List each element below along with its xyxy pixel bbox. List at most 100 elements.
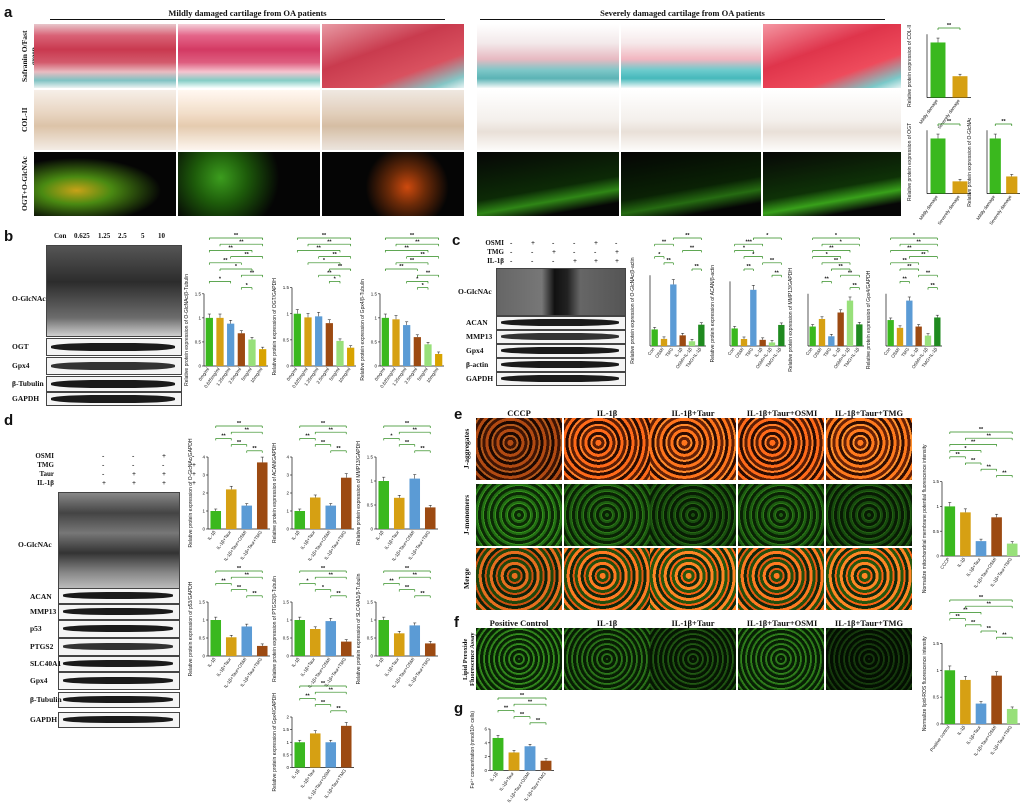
chart-d3: Relative protein expression of MMP13/GAP… — [356, 421, 438, 562]
col-header: IL-1β+Taur+OSMI — [746, 408, 818, 418]
histology-mild-safranin-2 — [178, 24, 320, 88]
blot-label: O-GlcNAc — [12, 294, 46, 303]
sig-label: ** — [245, 427, 250, 433]
y-tick-label: 2 — [286, 715, 289, 720]
treatment-sign: - — [552, 239, 555, 247]
chart-c1: Relative protein expression of O-GlcNAc/… — [630, 233, 706, 370]
treatment-sign: - — [102, 452, 105, 460]
sig-label: ** — [321, 700, 326, 706]
bar — [256, 645, 268, 656]
sig-label: ** — [979, 595, 984, 601]
y-axis-label: Relative protein expression of O-GlcNAc/… — [184, 274, 190, 386]
bar — [225, 637, 237, 656]
sig-label: ** — [528, 699, 533, 705]
lipid-ros-taur — [650, 628, 736, 690]
bar — [924, 335, 932, 346]
bar — [934, 317, 941, 346]
bar — [241, 505, 253, 529]
y-tick-label: 0.5 — [367, 636, 374, 641]
y-tick-label: 0 — [202, 654, 205, 659]
treatment-sign: + — [132, 479, 136, 487]
y-tick-label: 0 — [374, 364, 377, 369]
x-tick-label: IL-1β+Taur — [216, 529, 233, 550]
y-tick-label: 0.5 — [283, 337, 290, 342]
treatment-sign: - — [615, 239, 618, 247]
bar — [256, 462, 268, 529]
sig-label: ** — [1002, 471, 1007, 477]
bar — [403, 325, 411, 366]
sig-label: * — [323, 258, 326, 264]
sig-label: ** — [336, 706, 341, 712]
blot-d-p53 — [58, 620, 180, 638]
blot-label: GAPDH — [466, 374, 494, 383]
sig-label: ** — [420, 591, 425, 597]
sig-label: * — [235, 264, 238, 270]
y-axis-label: Relative protein expression of SLC40A1/β… — [356, 573, 362, 684]
y-tick-label: 0 — [370, 527, 373, 532]
bar — [1006, 176, 1018, 194]
x-tick-label: TMG — [744, 346, 754, 357]
treatment-sign: - — [531, 257, 534, 265]
y-tick-label: 4 — [202, 455, 205, 460]
histology-severe-safranin-2 — [621, 24, 761, 88]
y-tick-label: 0.5 — [195, 340, 202, 345]
x-tick-label: OSMI — [812, 347, 823, 359]
y-tick-label: 1.5 — [195, 291, 202, 296]
bar — [424, 643, 436, 656]
sig-label: ** — [399, 264, 404, 270]
sig-label: ** — [903, 258, 908, 264]
y-tick-label: 0 — [286, 765, 289, 770]
x-tick-label: IL-1β — [207, 529, 217, 541]
x-tick-label: Con — [727, 346, 736, 356]
x-tick-label: OSMI — [654, 347, 665, 359]
jc1-merge-cccp — [476, 548, 562, 610]
sig-label: ** — [667, 258, 672, 264]
jc1-monomers-il1b — [564, 484, 650, 546]
sig-label: ** — [405, 421, 410, 427]
y-axis-label: Relative protein expression of ACAN/β-ac… — [710, 265, 716, 363]
treatment-sign: + — [102, 479, 106, 487]
bar — [915, 326, 922, 346]
chart-b3: Relative protein expression of Gpx4/β-Tu… — [360, 233, 444, 389]
y-tick-label: 1 — [286, 618, 289, 623]
blot-label: MMP13 — [466, 332, 493, 341]
jc1-aggregates-tmg — [826, 418, 912, 480]
sig-label: ** — [405, 440, 410, 446]
y-tick-label: 0 — [286, 364, 289, 369]
bar — [392, 319, 400, 366]
x-tick-label: OSMI — [734, 347, 745, 359]
panel-label-e: e — [454, 406, 463, 423]
y-tick-label: 0 — [286, 654, 289, 659]
treatment-sign: - — [552, 257, 555, 265]
bar — [828, 336, 835, 346]
sig-label: ** — [321, 566, 326, 572]
treatment-sign: + — [162, 452, 166, 460]
blot-c-oglcnac — [496, 268, 626, 316]
bar — [409, 625, 421, 656]
sig-label: ** — [921, 252, 926, 258]
treatment-sign: - — [192, 452, 195, 460]
bar — [750, 289, 757, 346]
lipid-ros-tmg — [826, 628, 912, 690]
bar — [651, 329, 658, 346]
x-tick-label: Positive control — [929, 725, 951, 753]
sig-label: ** — [405, 566, 410, 572]
x-tick-label: Con — [805, 346, 814, 356]
sig-label: ** — [907, 264, 912, 270]
header-mild-line — [50, 19, 445, 20]
bar — [688, 341, 696, 346]
y-axis-label: Relative protein expression of OGT/GAPDH — [272, 278, 278, 376]
y-axis-label: Relative protein expression of Gpx4/β-Tu… — [360, 279, 366, 381]
blot-b-gpx4 — [46, 357, 182, 375]
histology-severe-safranin-3 — [763, 24, 901, 88]
treatment-sign: + — [615, 248, 619, 256]
jc1-merge-taur — [650, 548, 736, 610]
x-tick-label: IL-1β — [291, 529, 301, 541]
jc1-monomers-osmi — [738, 484, 824, 546]
treatment-sign: - — [573, 239, 576, 247]
bar — [524, 746, 536, 771]
lane-label: 5 — [141, 232, 145, 240]
bar — [309, 497, 321, 529]
col-header: CCCP — [507, 408, 531, 418]
sig-label: * — [835, 233, 838, 239]
